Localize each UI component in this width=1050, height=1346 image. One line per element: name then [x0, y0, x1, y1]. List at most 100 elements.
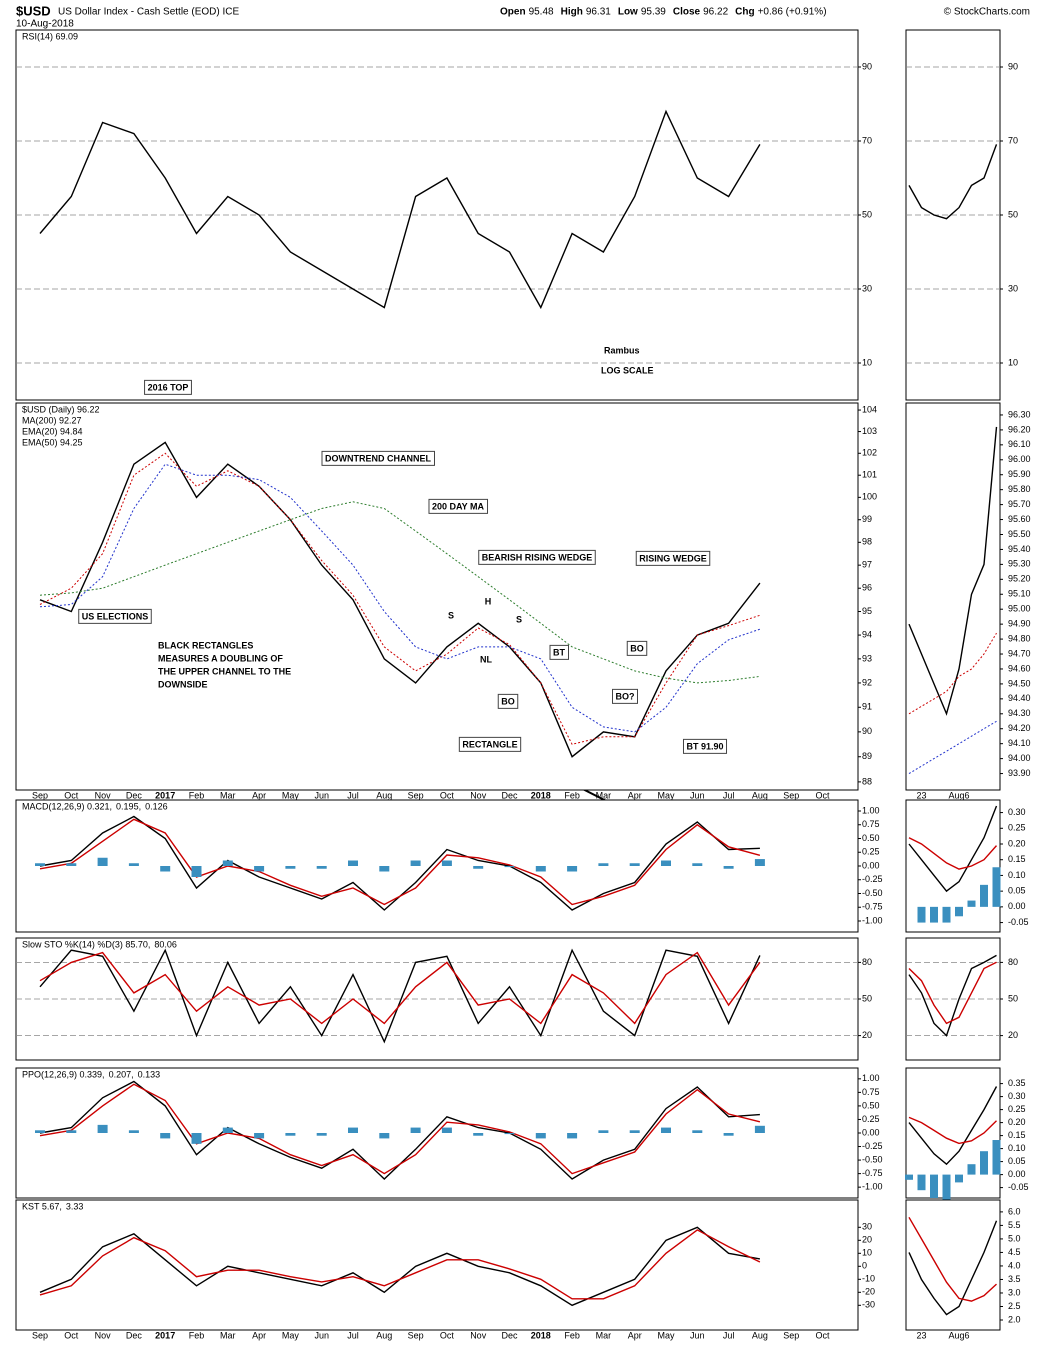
histogram-bar [692, 1130, 703, 1133]
date: 10-Aug-2018 [16, 19, 74, 30]
series-line [908, 1216, 997, 1302]
legend-entry: 0.133 [138, 1069, 161, 1079]
y-tick-label: 95.90 [1008, 469, 1031, 479]
y-tick-label: -0.50 [862, 1154, 883, 1164]
annotation: DOWNSIDE [158, 679, 208, 689]
histogram-bar [160, 866, 171, 872]
x-tick-label: 2017 [155, 1330, 175, 1340]
y-tick-label: 2.5 [1008, 1301, 1021, 1311]
histogram-bar [35, 863, 45, 866]
histogram-bar [316, 866, 327, 869]
panel [15, 1067, 861, 1199]
histogram-bar [254, 1133, 265, 1139]
histogram-bar [441, 1127, 452, 1133]
y-tick-label: 0.00 [862, 1127, 880, 1137]
series-line [39, 1229, 761, 1300]
x-tick-label: Apr [628, 1330, 642, 1340]
x-tick-label: Jul [347, 1330, 359, 1340]
annotation: S [516, 614, 522, 624]
y-tick-label: -0.75 [862, 1168, 883, 1178]
legend-entry: EMA(20) 94.84 [22, 426, 83, 436]
y-tick-label: 0.05 [1008, 1156, 1026, 1166]
y-tick-label: 0.75 [862, 1087, 880, 1097]
panel [15, 29, 861, 401]
y-tick-label: 100 [862, 492, 877, 502]
x-tick-label: Jul [347, 790, 359, 800]
y-tick-label: 0.25 [862, 1114, 880, 1124]
histogram-bar [567, 866, 578, 872]
y-tick-label: 50 [1008, 209, 1018, 219]
histogram-bar [473, 866, 484, 869]
histogram-bar [285, 1133, 296, 1136]
y-tick-label: 0.30 [1008, 1091, 1026, 1101]
series-line [39, 818, 761, 906]
quote-label: Low [618, 7, 638, 18]
y-tick-label: 3.5 [1008, 1274, 1021, 1284]
histogram-bar [955, 906, 963, 917]
histogram-bar [942, 1174, 951, 1201]
histogram-bar [692, 863, 703, 866]
y-tick-label: 96 [862, 583, 872, 593]
histogram-bar [754, 859, 765, 866]
y-tick-label: 0.50 [862, 833, 880, 843]
x-tick-label: Jun [314, 790, 329, 800]
y-tick-label: 89 [862, 751, 872, 761]
y-tick-label: 90 [862, 726, 872, 736]
panel [905, 937, 1003, 1061]
legend-entry: 0.195, [116, 801, 141, 811]
annotation: S [448, 610, 454, 620]
x-tick-label: Jul [723, 790, 735, 800]
y-tick-label: 0.75 [862, 819, 880, 829]
header: $USD US Dollar Index - Cash Settle (EOD)… [16, 3, 1030, 29]
legend-entry: PPO(12,26,9) 0.339, [22, 1069, 105, 1079]
y-tick-label: 5.0 [1008, 1233, 1021, 1243]
annotation-box [549, 644, 569, 660]
histogram-bar [160, 1133, 171, 1139]
legend-entry: 3.33 [66, 1201, 84, 1211]
annotation: NL [480, 654, 492, 664]
annotation-box [626, 640, 648, 656]
histogram-bar [191, 866, 202, 877]
annotation: 200 DAY MA [432, 501, 485, 511]
histogram-bar [535, 1133, 546, 1139]
instrument-name: US Dollar Index - Cash Settle (EOD) ICE [58, 7, 239, 18]
histogram-bar [955, 1174, 963, 1183]
annotation: BEARISH RISING WEDGE [482, 552, 593, 562]
y-tick-label: 50 [862, 209, 872, 219]
x-tick-label: Apr [252, 1330, 266, 1340]
legend-entry: 0.126 [145, 801, 168, 811]
y-tick-label: 80 [862, 957, 872, 967]
histogram-bar [930, 906, 938, 923]
x-tick-label: Dec [126, 1330, 143, 1340]
y-tick-label: 94.70 [1008, 648, 1031, 658]
histogram-bar [598, 863, 609, 866]
annotation-box [78, 608, 152, 624]
y-tick-label: 103 [862, 426, 877, 436]
histogram-bar [410, 1127, 421, 1133]
y-tick-label: 30 [862, 283, 872, 293]
x-tick-label: Oct [440, 1330, 455, 1340]
panel [905, 1199, 1003, 1331]
series-line [39, 951, 761, 1025]
x-tick-label: Apr [628, 790, 642, 800]
panel [905, 799, 1003, 933]
series-line [908, 1086, 998, 1166]
series-line [908, 805, 998, 893]
quote-value: +0.86 (+0.91%) [758, 7, 827, 18]
legend-entry: EMA(50) 94.25 [22, 437, 83, 447]
x-tick-label: Aug [376, 1330, 392, 1340]
x-tick-label: Nov [470, 790, 487, 800]
y-tick-label: 94 [862, 629, 872, 639]
histogram-bar [980, 1151, 988, 1175]
y-tick-label: 94.80 [1008, 633, 1031, 643]
series-line [39, 441, 761, 758]
y-tick-label: 10 [862, 357, 872, 367]
y-tick-label: 94.90 [1008, 619, 1031, 629]
histogram-bar [967, 1164, 976, 1175]
histogram-bar [348, 860, 358, 866]
series-line [908, 961, 997, 1025]
histogram-bar [930, 1174, 938, 1198]
y-tick-label: -0.25 [862, 1141, 883, 1151]
y-tick-label: 94.10 [1008, 738, 1031, 748]
